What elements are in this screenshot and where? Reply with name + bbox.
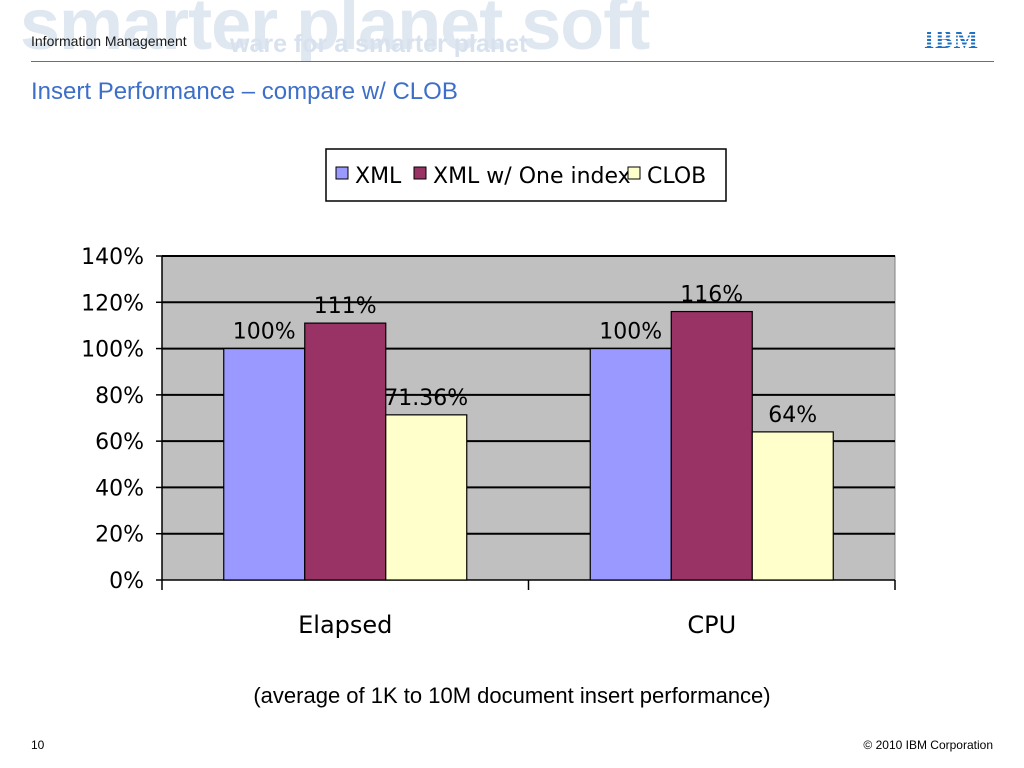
y-tick-label: 120%	[81, 291, 144, 316]
data-label: 116%	[680, 283, 743, 308]
y-tick-label: 0%	[109, 569, 144, 594]
bar	[223, 347, 306, 581]
slide-title: Insert Performance – compare w/ CLOB	[31, 78, 458, 105]
legend-box	[325, 148, 727, 202]
ibm-logo: IBM	[924, 25, 979, 54]
bar	[751, 431, 834, 581]
page-number: 10	[31, 738, 45, 752]
legend-label: XML	[355, 164, 402, 189]
x-tick-label: Elapsed	[298, 611, 392, 639]
chart-caption: (average of 1K to 10M document insert pe…	[253, 683, 771, 708]
bar	[670, 310, 753, 581]
y-tick-label: 60%	[95, 430, 144, 455]
legend-label: XML w/ One index	[433, 164, 631, 189]
y-tick-label: 20%	[95, 523, 144, 548]
y-tick-label: 100%	[81, 338, 144, 363]
bar	[385, 414, 468, 581]
y-tick-label: 140%	[81, 245, 144, 270]
x-tick-label: CPU	[687, 611, 736, 639]
legend-swatch	[627, 166, 641, 180]
legend-label: CLOB	[647, 164, 706, 189]
legend-swatch	[413, 166, 427, 180]
data-label: 71.36%	[384, 386, 468, 411]
banner-watermark: smarter planet soft	[20, 0, 650, 62]
data-label: 64%	[768, 403, 817, 428]
bar-chart: 0% 20% 40% 60% 80% 100% 120% 140% Elapsed 100% 111…	[81, 148, 896, 639]
department-label: Information Management	[31, 33, 187, 49]
bar	[589, 347, 672, 581]
y-tick-label: 40%	[95, 476, 144, 501]
bar	[304, 322, 387, 581]
y-tick-label: 80%	[95, 384, 144, 409]
legend-swatch	[335, 166, 349, 180]
data-label: 111%	[314, 294, 377, 319]
banner-watermark-sub: ware for a smarter planet	[230, 30, 528, 58]
header: smarter planet soft ware for a smarter p…	[0, 0, 1024, 62]
data-label: 100%	[599, 320, 662, 345]
header-divider	[31, 61, 994, 62]
data-label: 100%	[233, 320, 296, 345]
copyright: © 2010 IBM Corporation	[863, 738, 993, 752]
